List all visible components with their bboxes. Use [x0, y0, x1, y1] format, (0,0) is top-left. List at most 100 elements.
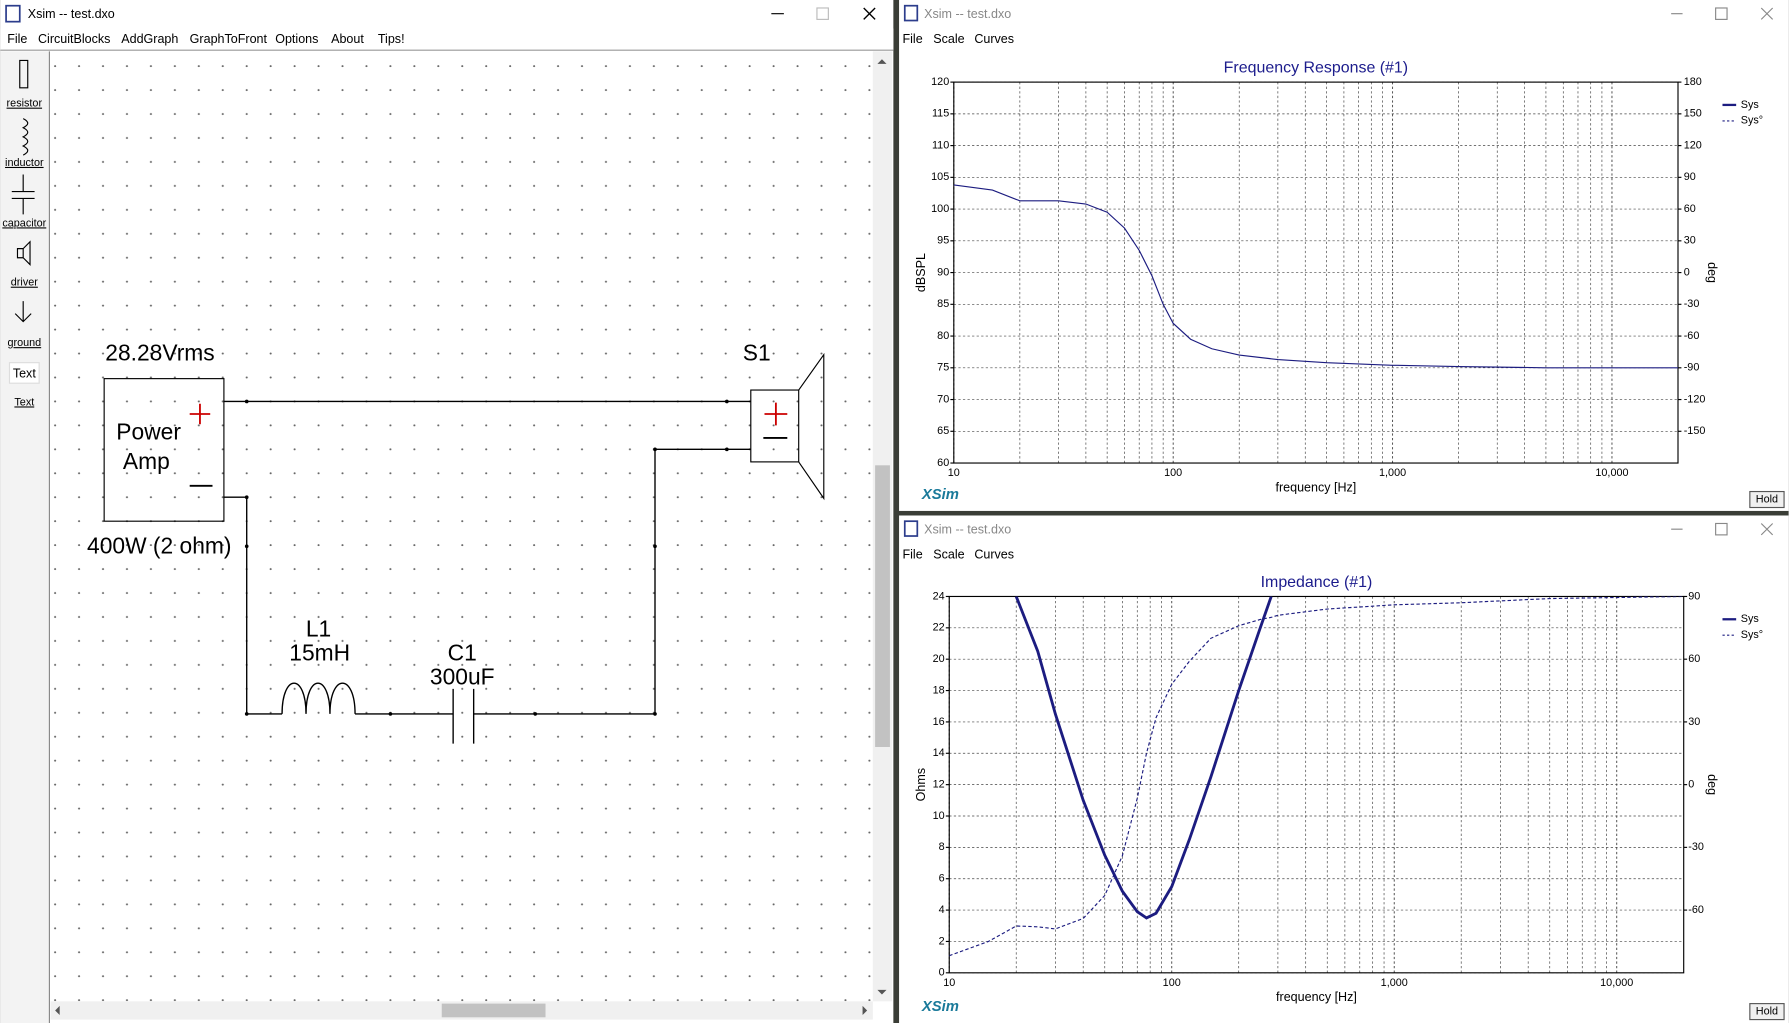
- window-title: Xsim -- test.dxo: [924, 523, 1011, 537]
- menu-item[interactable]: AddGraph: [121, 32, 178, 46]
- schematic: 28.28Vrms Power Amp 400W (2 ohm) S1 L1 1…: [87, 340, 825, 744]
- close-button[interactable]: [1760, 523, 1774, 536]
- inductor[interactable]: [281, 682, 356, 714]
- amp-label: Amp: [123, 448, 170, 474]
- y2-tick-label: 150: [1684, 108, 1702, 120]
- series-line: [1014, 596, 1273, 920]
- x-axis-label: frequency [Hz]: [1276, 990, 1357, 1004]
- menu-item[interactable]: Scale: [933, 548, 964, 562]
- y-tick-label: 95: [937, 235, 949, 247]
- capacitor-value: 300uF: [430, 664, 495, 690]
- x-axis-label: frequency [Hz]: [1276, 480, 1357, 494]
- y2-tick-label: -30: [1684, 298, 1700, 310]
- close-button[interactable]: [863, 7, 876, 20]
- capacitor[interactable]: [452, 688, 475, 744]
- y-tick-label: 115: [932, 108, 949, 120]
- y2-tick-label: -90: [1684, 362, 1700, 374]
- brand: XSim: [921, 999, 959, 1015]
- driver[interactable]: [750, 389, 800, 463]
- legend-label: Sys: [1741, 613, 1760, 625]
- hold-label[interactable]: Hold: [1756, 1005, 1778, 1017]
- y2-tick-label: 0: [1688, 779, 1694, 791]
- tool-label[interactable]: ground: [7, 337, 41, 349]
- driver-icon[interactable]: [16, 240, 31, 266]
- y-tick-label: 2: [939, 935, 945, 947]
- tool-label[interactable]: inductor: [5, 157, 44, 169]
- y-tick-label: 18: [933, 684, 945, 696]
- y2-tick-label: -150: [1684, 425, 1706, 437]
- plot-frame: [948, 595, 1685, 974]
- y-tick-label: 120: [931, 76, 949, 88]
- y-tick-label: 8: [939, 841, 945, 853]
- power-amp[interactable]: [103, 378, 225, 522]
- tool-label[interactable]: resistor: [7, 98, 43, 110]
- plot-frame: [953, 81, 1679, 464]
- ground-icon[interactable]: [14, 301, 32, 323]
- y2-tick-label: 60: [1688, 653, 1700, 665]
- close-button[interactable]: [1760, 7, 1774, 20]
- legend-label: Sys°: [1741, 115, 1763, 127]
- tool-label[interactable]: Text: [14, 396, 34, 408]
- amp-rating: 400W (2 ohm): [87, 532, 231, 558]
- text-box-icon[interactable]: [8, 362, 40, 384]
- series-line: [949, 596, 1684, 957]
- tool-label[interactable]: driver: [11, 277, 38, 289]
- brand: XSim: [921, 487, 959, 503]
- tool-label[interactable]: capacitor: [2, 217, 46, 229]
- menu-item[interactable]: Scale: [933, 32, 964, 46]
- y-tick-label: 22: [933, 622, 945, 634]
- y2-tick-label: 90: [1684, 171, 1696, 183]
- y-tick-label: 85: [937, 298, 949, 310]
- menu-item[interactable]: GraphToFront: [190, 32, 268, 46]
- menu-item[interactable]: File: [902, 32, 922, 46]
- y-tick-label: 70: [937, 393, 949, 405]
- maximize-button[interactable]: [1715, 7, 1728, 20]
- x-tick-label: 10: [948, 467, 960, 479]
- capacitor-icon[interactable]: [11, 174, 35, 215]
- inductor-value: 15mH: [289, 640, 350, 666]
- y-tick-label: 80: [937, 330, 949, 342]
- y-tick-label: 100: [931, 203, 949, 215]
- inductor-icon[interactable]: [21, 118, 29, 156]
- window-title: Xsim -- test.dxo: [924, 7, 1011, 21]
- nodes: [244, 399, 729, 716]
- maximize-button[interactable]: [816, 7, 829, 20]
- menu-item[interactable]: File: [7, 32, 27, 46]
- window-frame: [899, 515, 1789, 1023]
- menu-item[interactable]: Tips!: [378, 32, 405, 46]
- legend-label: Sys: [1741, 99, 1760, 111]
- hold-label[interactable]: Hold: [1756, 493, 1778, 505]
- scroll-thumb[interactable]: [441, 1003, 546, 1018]
- hold-button[interactable]: [1749, 490, 1785, 509]
- tool-label[interactable]: Text: [13, 366, 36, 380]
- y2-axis-label: deg: [1705, 262, 1719, 283]
- menu-item[interactable]: Curves: [974, 548, 1014, 562]
- menu-item[interactable]: Curves: [974, 32, 1014, 46]
- plus-sign: [764, 402, 788, 426]
- hold-button[interactable]: [1749, 1003, 1785, 1021]
- maximize-button[interactable]: [1715, 522, 1728, 536]
- y2-tick-label: 180: [1684, 76, 1702, 88]
- driver-cone: [798, 352, 825, 501]
- menu-item[interactable]: Options: [275, 32, 318, 46]
- y-tick-label: 10: [933, 810, 945, 822]
- toolbar: [0, 51, 50, 1023]
- app-icon: [903, 520, 919, 537]
- resistor-icon[interactable]: [19, 59, 29, 89]
- menu-item[interactable]: File: [902, 548, 922, 562]
- app-icon: [5, 4, 21, 23]
- menu-item[interactable]: CircuitBlocks: [38, 32, 110, 46]
- y-tick-label: 16: [933, 716, 945, 728]
- menu-item[interactable]: About: [331, 32, 364, 46]
- x-tick-label: 10: [943, 977, 955, 989]
- y-tick-label: 75: [937, 362, 949, 374]
- scroll-thumb[interactable]: [875, 465, 890, 748]
- y2-tick-label: -30: [1688, 841, 1704, 853]
- y2-tick-label: 30: [1684, 235, 1696, 247]
- x-tick-label: 100: [1163, 977, 1181, 989]
- x-tick-label: 1,000: [1379, 467, 1406, 479]
